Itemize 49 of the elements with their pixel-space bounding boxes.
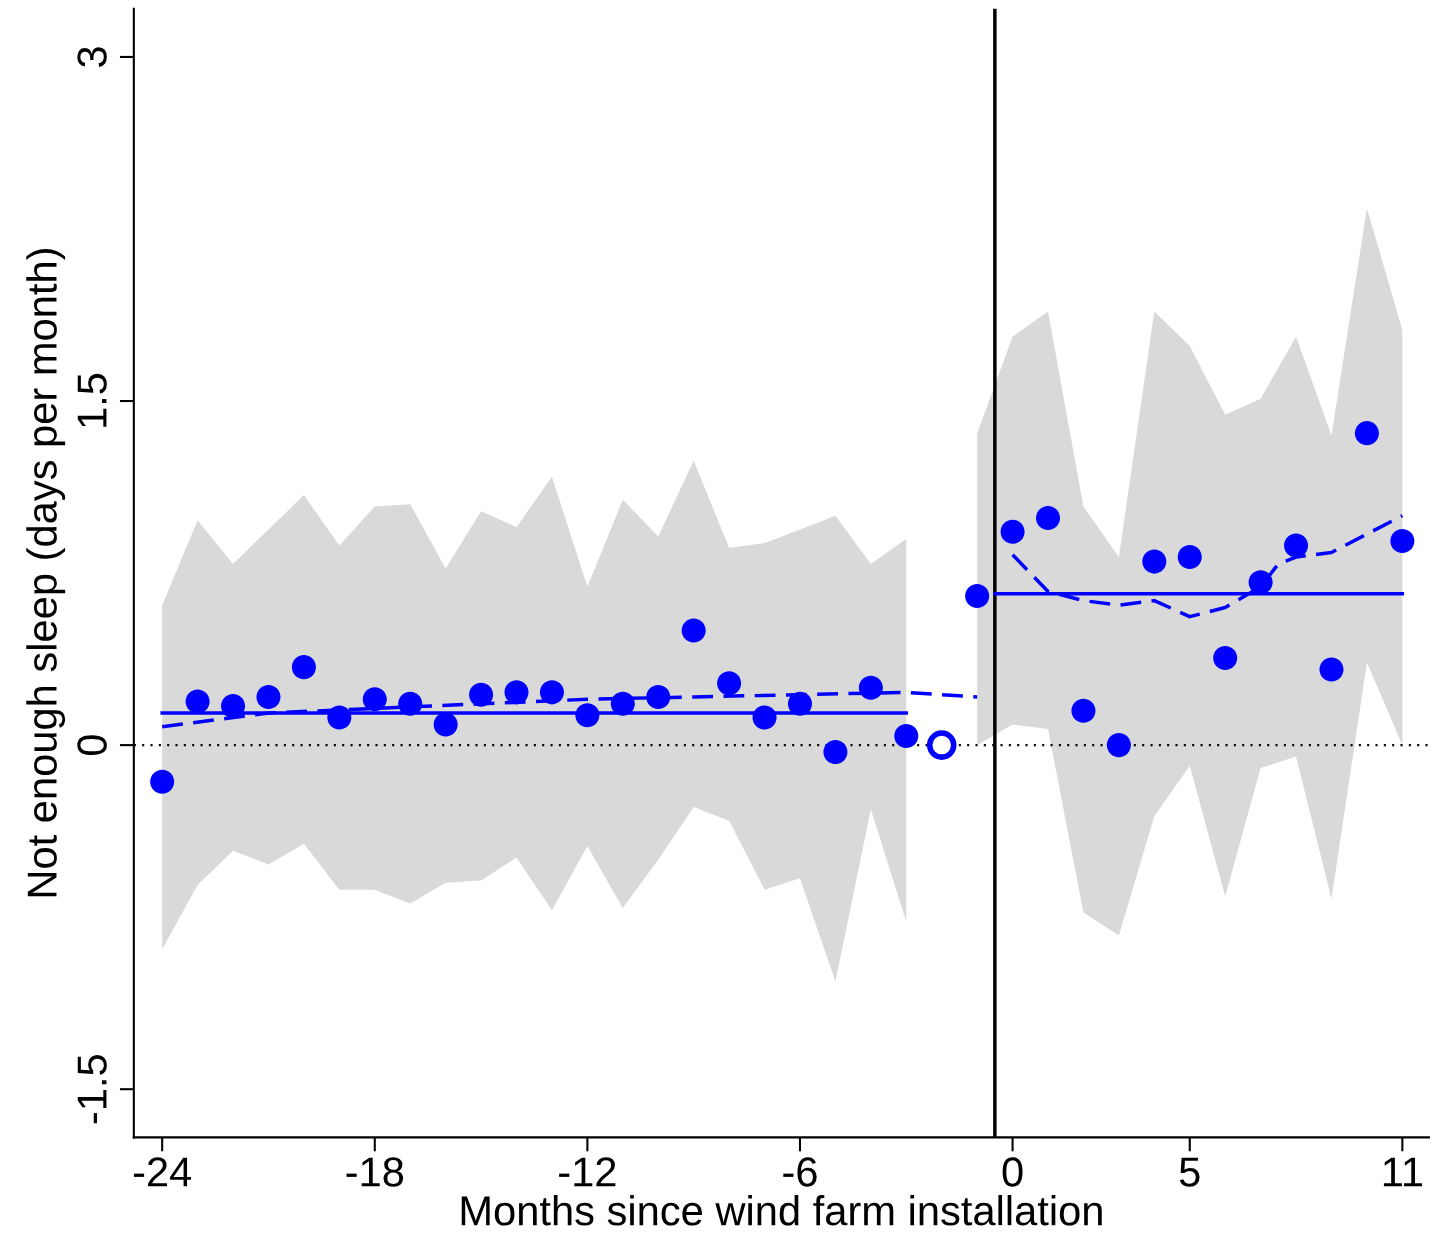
point	[681, 618, 706, 643]
x-tick-label: 11	[1383, 1157, 1422, 1187]
point	[221, 694, 246, 719]
point	[1354, 421, 1379, 446]
point	[823, 739, 848, 765]
x-tick-label: -18	[346, 1157, 404, 1187]
point	[362, 687, 387, 712]
x-axis-title: Months since wind farm installation	[461, 1194, 1102, 1226]
point	[398, 691, 423, 716]
x-tick-label: -12	[559, 1157, 616, 1187]
point	[539, 680, 564, 705]
point	[1284, 533, 1309, 558]
point	[1319, 657, 1344, 682]
point	[1106, 733, 1131, 758]
point	[469, 682, 494, 707]
point	[926, 730, 957, 760]
point	[965, 583, 990, 609]
point	[433, 712, 458, 737]
y-tick-label: 1.5	[77, 373, 107, 427]
x-tick-label: 0	[1002, 1157, 1023, 1187]
point	[1390, 528, 1415, 553]
point	[717, 671, 742, 696]
point	[610, 691, 635, 716]
point	[1071, 698, 1096, 723]
y-tick-label: 3	[77, 47, 107, 67]
y-tick-label: 0	[77, 735, 107, 756]
point	[150, 769, 175, 794]
point	[858, 675, 883, 700]
point	[1000, 519, 1025, 544]
x-tick-label: -24	[133, 1157, 192, 1187]
point	[1142, 549, 1167, 574]
x-tick-label: 5	[1179, 1157, 1200, 1187]
point	[1248, 570, 1273, 595]
point	[291, 655, 316, 680]
x-tick-label: -6	[783, 1157, 817, 1187]
point	[1035, 506, 1061, 531]
point	[1213, 645, 1238, 670]
point	[787, 691, 813, 716]
point	[575, 703, 600, 728]
point	[894, 723, 919, 748]
point	[646, 684, 671, 709]
point	[752, 705, 777, 730]
point	[504, 680, 529, 705]
y-axis-title: Not enough sleep (days per month)	[26, 249, 66, 897]
point	[1177, 544, 1202, 570]
point	[185, 689, 210, 714]
y-tick-label: -1.5	[77, 1055, 107, 1124]
point	[327, 705, 352, 730]
point	[256, 684, 281, 709]
